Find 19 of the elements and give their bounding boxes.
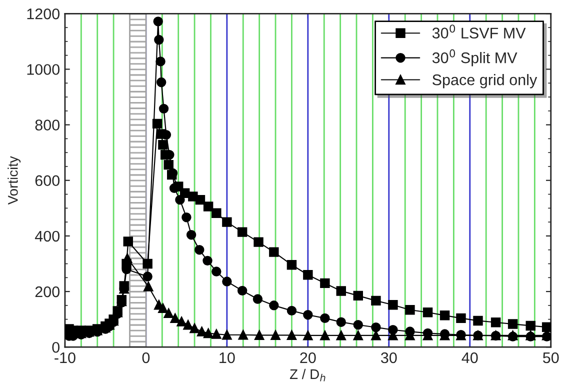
y-tick-label: 800 bbox=[35, 120, 60, 130]
x-tick-label: 0 bbox=[142, 352, 150, 364]
y-tick-label: 1000 bbox=[27, 64, 60, 75]
x-tick-label: 20 bbox=[300, 352, 316, 364]
x-tick-label: 40 bbox=[462, 352, 478, 364]
y-tick-label: 400 bbox=[34, 230, 60, 242]
x-axis-title: Z / D$_{h}$ bbox=[290, 368, 326, 382]
y-tick-label: 0 bbox=[52, 342, 60, 353]
x-tick-label: 30 bbox=[380, 352, 397, 364]
x-tick-label: -10 bbox=[54, 352, 76, 364]
y-tick-label: 200 bbox=[35, 286, 60, 298]
x-tick-label: 10 bbox=[220, 352, 235, 364]
y-tick-label: 1200 bbox=[27, 8, 60, 20]
legend-label: 30$^{0}$ LSVF MV bbox=[432, 24, 526, 39]
y-axis-title: Vorticity bbox=[8, 156, 21, 205]
legend-label: 30$^{0}$ Split MV bbox=[432, 49, 518, 66]
legend-label: Space grid only bbox=[432, 74, 538, 88]
y-tick-label: 600 bbox=[35, 175, 60, 186]
x-tick-label: 50 bbox=[542, 352, 559, 364]
